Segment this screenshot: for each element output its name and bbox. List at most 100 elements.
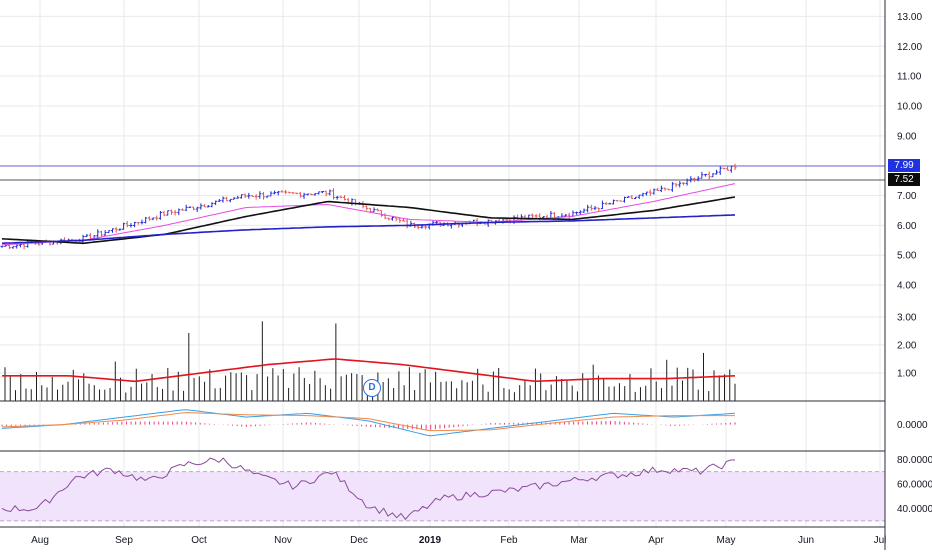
price-axis-label: 4.00 [897, 281, 917, 292]
ohlc-bar [648, 189, 652, 196]
ohlc-bar [22, 243, 26, 250]
ohlc-bar [659, 185, 663, 193]
time-axis-label: Sep [115, 535, 133, 546]
ohlc-bar [273, 190, 277, 195]
ohlc-bar [184, 204, 188, 212]
ohlc-bar [696, 176, 700, 182]
ohlc-bar [250, 195, 254, 198]
ohlc-bar [239, 194, 243, 199]
ohlc-bar [670, 181, 674, 192]
ohlc-bar [162, 210, 166, 217]
ohlc-bar [96, 229, 100, 239]
last-price-badge: 7.99 [888, 159, 920, 172]
ohlc-bar [287, 191, 291, 194]
ohlc-bar [188, 206, 192, 209]
ohlc-bar [692, 177, 696, 182]
ohlc-bar [424, 225, 428, 230]
ohlc-bar [320, 190, 324, 194]
ohlc-bar [206, 204, 210, 208]
ohlc-bar [166, 210, 170, 216]
ohlc-bar [70, 238, 74, 241]
ohlc-bar [317, 191, 321, 195]
ohlc-bar [247, 192, 251, 199]
ohlc-bar [689, 176, 693, 183]
ohlc-bar [111, 228, 115, 233]
volume-axis-label: 3.00 [897, 312, 917, 323]
ohlc-bar [203, 204, 207, 208]
ohlc-bar [593, 205, 597, 211]
ohlc-bar [103, 230, 107, 237]
price-pane[interactable] [0, 163, 885, 250]
ohlc-bar [626, 195, 630, 198]
ohlc-bar [302, 192, 306, 199]
ohlc-bar [107, 230, 111, 234]
ohlc-bar [608, 202, 612, 205]
ohlc-bar [534, 214, 538, 219]
ohlc-bar [180, 208, 184, 211]
ohlc-bar [619, 200, 623, 202]
time-axis-label: Aug [31, 535, 49, 546]
ohlc-bar [567, 212, 571, 220]
macd-signal-line [1, 412, 735, 432]
ohlc-bar [295, 192, 299, 195]
ohlc-bar [122, 222, 126, 230]
ohlc-bar [236, 195, 240, 199]
ohlc-bar [306, 193, 310, 196]
ohlc-bar [615, 199, 619, 202]
ohlc-bar [328, 189, 332, 196]
ohlc-bar [604, 202, 608, 206]
ohlc-bar [125, 220, 129, 228]
ohlc-bar [140, 219, 144, 225]
rsi-line [1, 457, 735, 521]
ohlc-bar [81, 234, 85, 243]
ohlc-bar [597, 207, 601, 211]
ohlc-bar [376, 208, 380, 212]
ohlc-bar [733, 163, 737, 171]
time-axis-label: Dec [350, 535, 368, 546]
ohlc-bar [155, 215, 159, 221]
ohlc-bar [541, 216, 545, 219]
ohlc-bar [622, 196, 626, 203]
ohlc-bar [390, 216, 394, 221]
ohlc-bar [645, 191, 649, 196]
ohlc-bar [339, 195, 343, 199]
ohlc-bar [729, 165, 733, 173]
level-badge: 7.52 [888, 173, 920, 186]
rsi-band [0, 471, 885, 521]
ohlc-bar [291, 192, 295, 195]
rsi-pane[interactable] [0, 457, 885, 522]
ohlc-bar [715, 169, 719, 175]
volume-pane[interactable] [2, 321, 736, 401]
ohlc-bar [383, 213, 387, 220]
ohlc-bar [133, 221, 137, 228]
price-axis-label: 7.00 [897, 191, 917, 202]
ohlc-bar [379, 210, 383, 217]
ohlc-bar [681, 182, 685, 186]
macd-axis-label: 0.0000 [897, 420, 928, 431]
ohlc-bar [718, 166, 722, 175]
ohlc-bar [254, 194, 258, 200]
ohlc-bar [354, 199, 358, 206]
ohlc-bar [177, 208, 181, 216]
ohlc-bar [652, 188, 656, 195]
price-axis-label: 5.00 [897, 251, 917, 262]
volume-axis-label: 2.00 [897, 340, 917, 351]
time-axis-label: Feb [500, 535, 518, 546]
ohlc-bar [332, 188, 336, 200]
dividend-marker[interactable]: D [363, 379, 381, 397]
ohlc-bar [387, 217, 391, 221]
ohlc-bar [258, 191, 262, 199]
ohlc-bar [192, 206, 196, 211]
macd-pane[interactable] [1, 409, 736, 437]
ohlc-bar [674, 183, 678, 188]
ohlc-bar [280, 190, 284, 193]
ohlc-bar [667, 188, 671, 191]
ma-slow-line [1, 214, 736, 245]
ohlc-bar [265, 195, 269, 198]
rsi-axis-label: 80.0000 [897, 455, 932, 466]
ohlc-bar [335, 196, 339, 200]
ohlc-bar [637, 194, 641, 199]
